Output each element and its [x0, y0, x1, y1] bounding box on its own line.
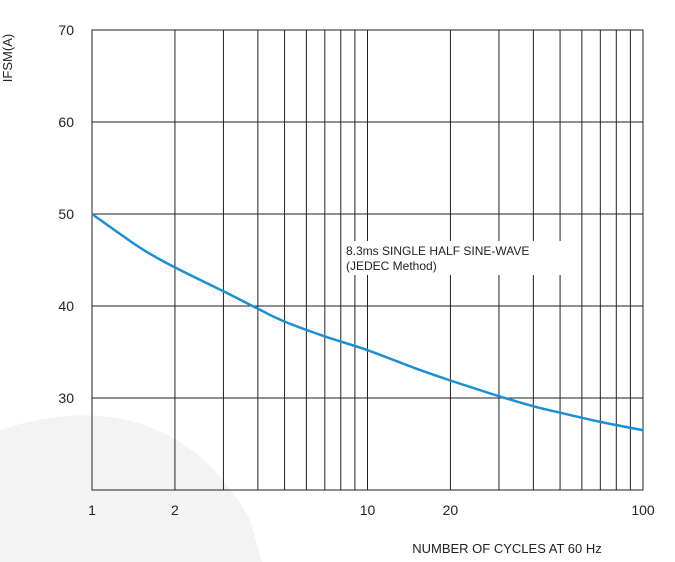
y-tick-label: 50: [58, 206, 74, 222]
series-line: [91, 212, 644, 432]
x-tick-label: 10: [360, 502, 376, 518]
y-tick-label: 70: [58, 22, 74, 38]
x-tick-label: 20: [443, 502, 459, 518]
x-tick-label: 100: [631, 502, 655, 518]
tick-labels: 30 40 50 60 70 1 2 10 20 100: [58, 22, 654, 518]
annotation-line-1: 8.3ms SINGLE HALF SINE-WAVE: [346, 244, 529, 258]
x-tick-label: 2: [171, 502, 179, 518]
y-axis-label: IFSM(A): [0, 34, 15, 82]
y-tick-label: 30: [58, 390, 74, 406]
x-tick-label: 1: [88, 502, 96, 518]
y-tick-label: 40: [58, 298, 74, 314]
x-axis-label: NUMBER OF CYCLES AT 60 Hz: [412, 541, 602, 556]
annotation-background: [342, 241, 580, 275]
y-tick-label: 60: [58, 114, 74, 130]
annotation-line-2: (JEDEC Method): [346, 259, 437, 273]
plot-frame: [91, 29, 644, 491]
